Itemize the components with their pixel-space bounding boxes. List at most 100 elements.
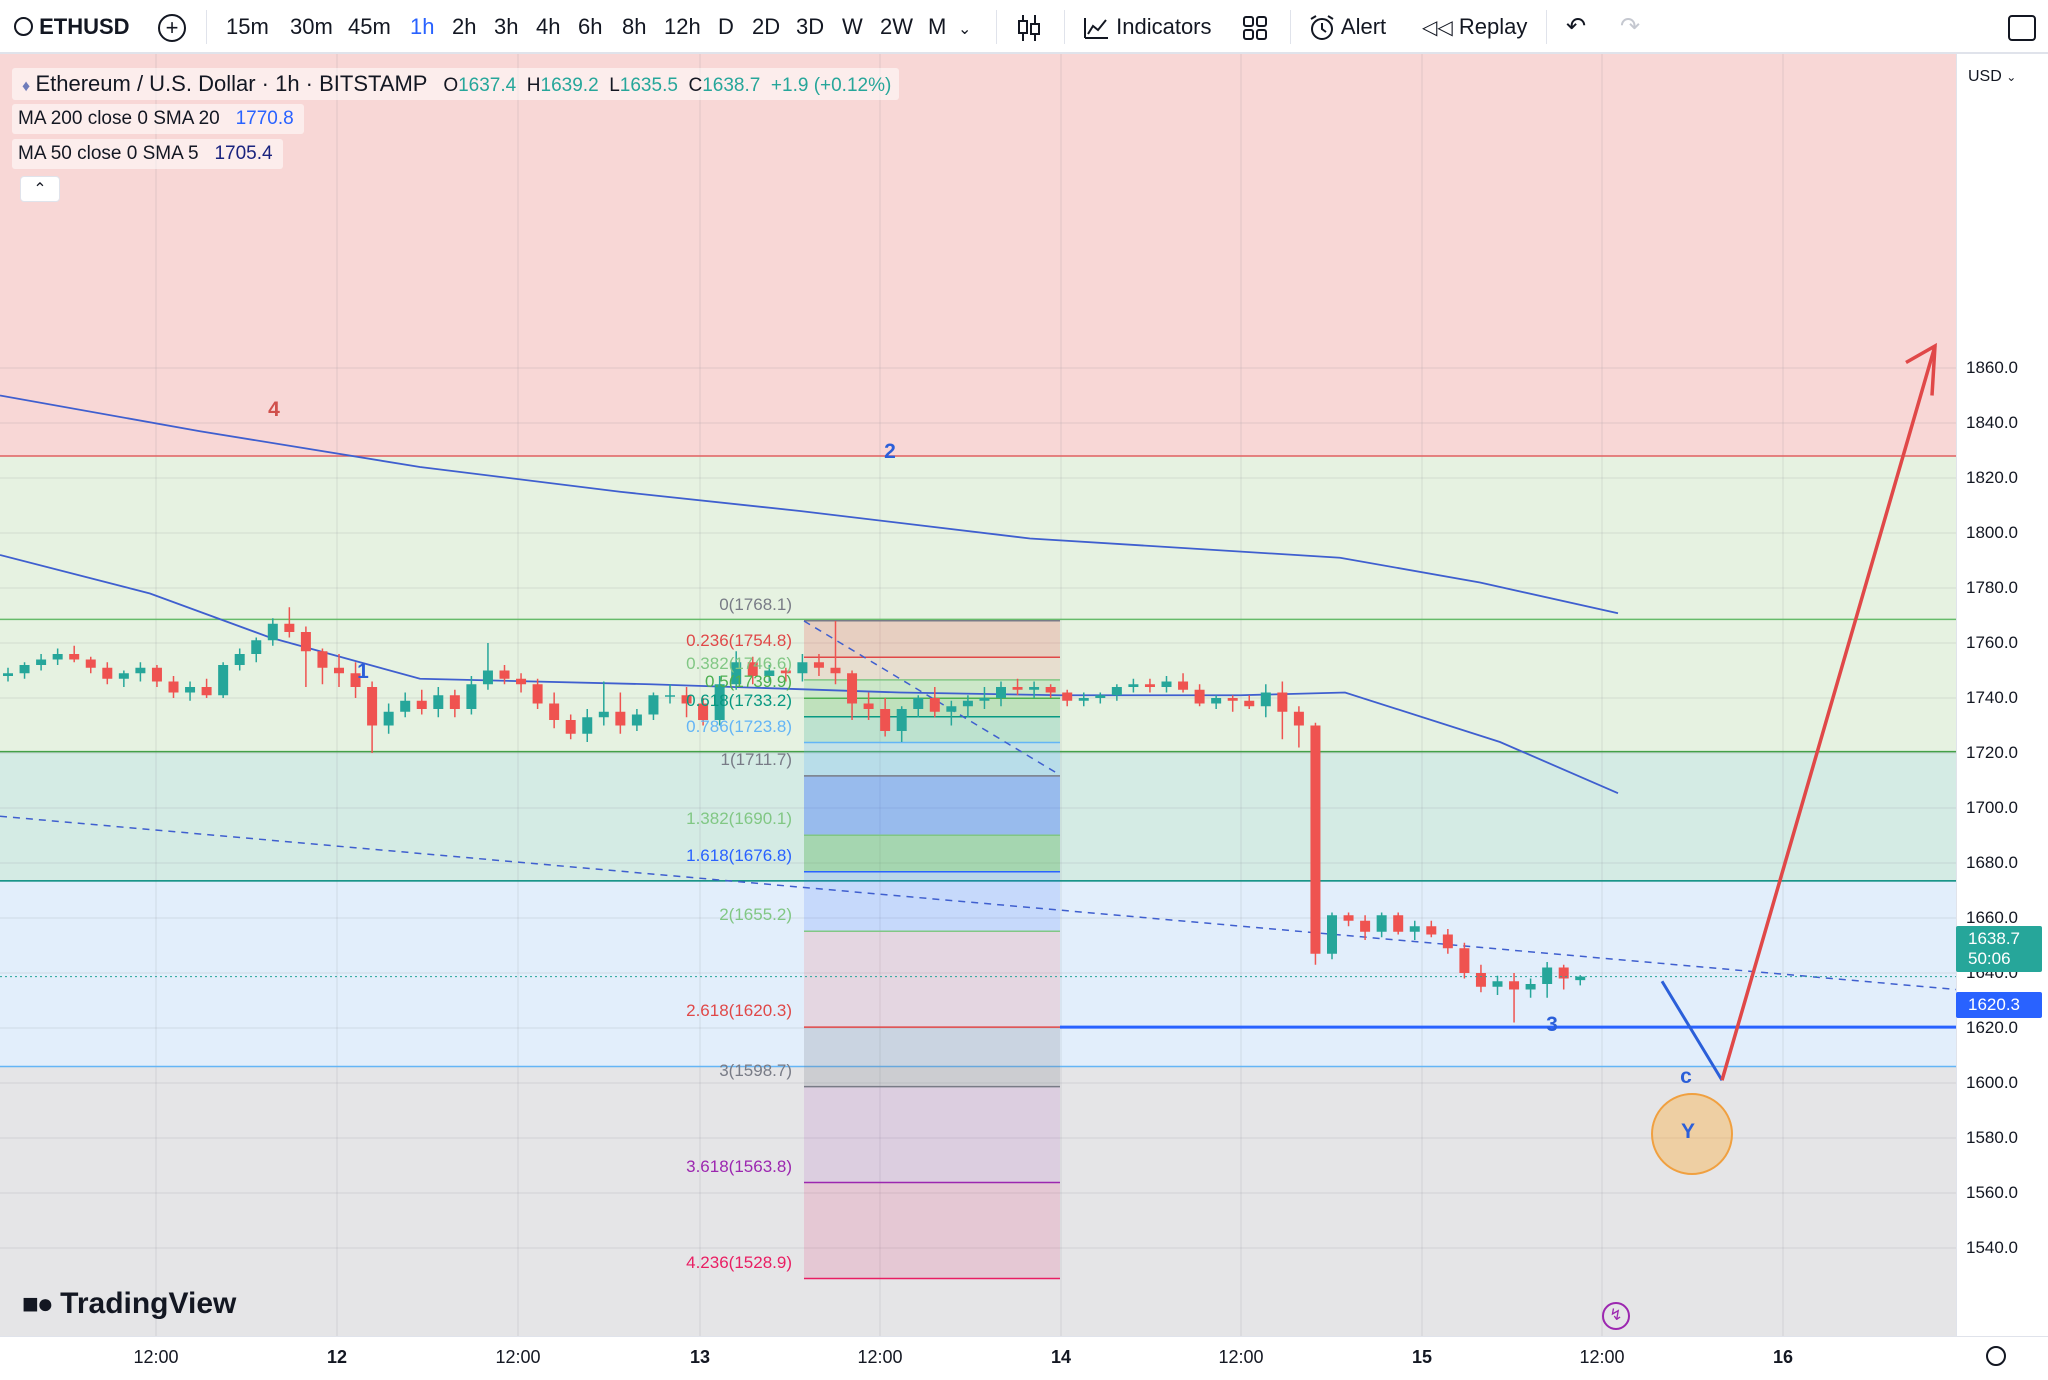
price-tick-label: 1600.0 (1966, 1073, 2018, 1092)
chevron-down-icon: ⌄ (958, 21, 972, 38)
wave-label-3: 3 (1546, 1013, 1558, 1036)
interval-2d[interactable]: 2D (752, 14, 781, 39)
interval-2w[interactable]: 2W (880, 14, 913, 39)
price-axis-border (1956, 54, 1957, 1336)
candle-body (1393, 915, 1404, 932)
candle-body (1542, 967, 1553, 984)
fib-band (804, 742, 1060, 776)
candle-body (896, 709, 907, 731)
brand-label: TradingView (60, 1287, 237, 1320)
layouts-button[interactable] (1242, 0, 1268, 54)
interval-30m[interactable]: 30m (290, 14, 333, 39)
search-icon (14, 17, 33, 36)
time-tick-label: 12:00 (1218, 1347, 1264, 1367)
fib-label: 1.618(1676.8) (686, 845, 792, 865)
interval-8h[interactable]: 8h (622, 14, 647, 39)
ma200-legend[interactable]: MA 200 close 0 SMA 20 1770.8 (12, 104, 304, 134)
time-tick-label: 12:00 (133, 1347, 179, 1367)
lightning-icon[interactable]: ↯ (1602, 1302, 1630, 1330)
interval-6h[interactable]: 6h (578, 14, 603, 39)
fib-band (804, 1086, 1060, 1183)
chevron-up-icon: ⌃ (33, 181, 47, 198)
high-value: 1639.2 (540, 75, 599, 96)
candle-body (1227, 698, 1238, 701)
replay-button[interactable]: ◁◁ Replay (1422, 0, 1527, 54)
candle-body (400, 700, 411, 712)
indicators-button[interactable]: Indicators (1082, 0, 1212, 54)
price-tick-label: 1540.0 (1966, 1238, 2018, 1257)
candle-body (979, 698, 990, 701)
candle-body (880, 709, 891, 731)
interval-1h[interactable]: 1h (410, 14, 435, 39)
tradingview-logo[interactable]: ■● TradingView (22, 1287, 236, 1321)
symbol-search[interactable]: ETHUSD (14, 0, 130, 54)
price-chart[interactable] (0, 54, 2048, 1336)
compare-button[interactable]: + (158, 0, 186, 54)
candle-body (996, 687, 1006, 698)
price-tick-label: 1680.0 (1966, 853, 2018, 872)
level-price-value: 1620.3 (1968, 995, 2020, 1014)
low-label: L (609, 75, 620, 96)
time-tick-label: 16 (1772, 1347, 1794, 1367)
candle-body (698, 703, 709, 720)
time-axis[interactable] (0, 1336, 2048, 1380)
candle-body (648, 695, 659, 715)
price-tick-label: 1620.0 (1966, 1018, 2018, 1037)
interval-dropdown[interactable]: ⌄ (958, 0, 971, 54)
interval-15m[interactable]: 15m (226, 14, 269, 39)
fullscreen-button[interactable] (2008, 0, 2036, 54)
interval-3d[interactable]: 3D (796, 14, 825, 39)
candle-body (1475, 973, 1486, 987)
candle-body (135, 667, 146, 674)
chart-line-icon (1084, 18, 1108, 40)
candle-body (482, 670, 493, 685)
price-tick-label: 1580.0 (1966, 1128, 2018, 1147)
fib-label: 0.5(1739.9) (705, 672, 792, 692)
time-tick-label: 12:00 (1579, 1347, 1625, 1367)
ma200-value: 1770.8 (235, 108, 294, 129)
candle-body (168, 681, 179, 693)
interval-3h[interactable]: 3h (494, 14, 519, 39)
zone-red (0, 54, 1956, 456)
interval-2h[interactable]: 2h (452, 14, 477, 39)
ma50-legend[interactable]: MA 50 close 0 SMA 5 1705.4 (12, 139, 283, 169)
interval-w[interactable]: W (842, 14, 863, 39)
candle-body (300, 632, 311, 652)
ethereum-icon: ♦ (22, 78, 31, 95)
candle-body (201, 687, 212, 696)
redo-button[interactable]: ↷ (1620, 0, 1640, 54)
candle-body (466, 684, 477, 709)
interval-45m[interactable]: 45m (348, 14, 391, 39)
interval-m[interactable]: M (928, 14, 947, 39)
fib-label: 0.618(1733.2) (686, 690, 792, 710)
square-icon (2008, 15, 2036, 42)
interval-12h[interactable]: 12h (664, 14, 701, 39)
legend-title: Ethereum / U.S. Dollar · 1h · BITSTAMP (35, 71, 428, 96)
alert-button[interactable]: Alert (1308, 0, 1386, 54)
interval-d[interactable]: D (718, 14, 734, 39)
candle-body (565, 720, 576, 734)
settings-gear-icon[interactable] (1986, 1346, 2006, 1366)
candle-body (516, 678, 527, 685)
candle-body (1128, 684, 1139, 687)
currency-selector[interactable]: USD ⌄ (1968, 68, 2016, 86)
alert-label: Alert (1340, 14, 1387, 39)
collapse-legend-button[interactable]: ⌃ (20, 176, 60, 202)
candle-body (1211, 698, 1222, 704)
fib-label: 0.382(1746.6) (686, 653, 792, 673)
countdown-value: 50:06 (1968, 949, 2011, 968)
candle-body (1095, 695, 1106, 698)
candle-body (1459, 948, 1470, 973)
ma50-label: MA 50 close 0 SMA 5 (18, 143, 199, 164)
candle-body (863, 703, 874, 709)
time-tick-label: 12:00 (857, 1347, 903, 1367)
zone-gray (0, 1066, 1956, 1336)
trend-line-dashed (0, 815, 1957, 991)
candle-body (383, 711, 394, 726)
rewind-icon: ◁◁ (1422, 17, 1453, 39)
undo-button[interactable]: ↶ (1566, 0, 1586, 54)
chart-type-button[interactable] (1016, 0, 1042, 54)
fib-band (804, 931, 1060, 1028)
candle-body (1492, 981, 1503, 987)
interval-4h[interactable]: 4h (536, 14, 561, 39)
